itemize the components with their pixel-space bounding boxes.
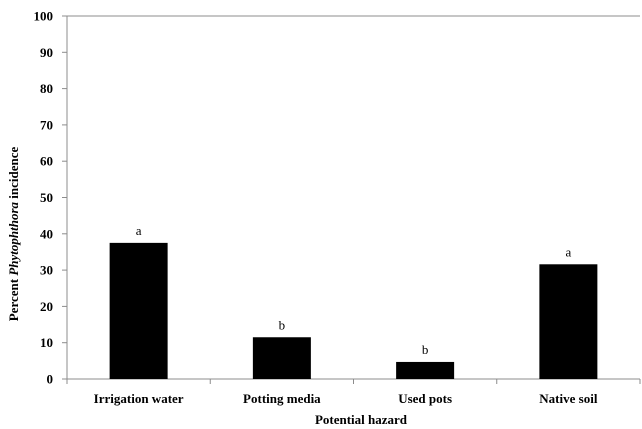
x-tick-label: Irrigation water [94, 391, 184, 406]
y-tick-label: 80 [40, 81, 53, 96]
x-axis-title: Potential hazard [315, 412, 408, 427]
y-tick-label: 90 [40, 45, 53, 60]
significance-letter: a [565, 244, 571, 259]
significance-letter: a [136, 223, 142, 238]
bar [396, 361, 455, 379]
y-tick-label: 20 [40, 299, 53, 314]
y-tick-label: 50 [40, 190, 53, 205]
y-tick-label: 30 [40, 263, 53, 278]
y-tick-label: 100 [34, 9, 54, 24]
y-axis-title: Percent Phytophthora incidence [6, 147, 21, 322]
bar [539, 264, 598, 379]
y-tick-label: 70 [40, 117, 53, 132]
y-tick-label: 10 [40, 335, 53, 350]
y-tick-label: 40 [40, 226, 53, 241]
significance-letter: b [422, 342, 429, 357]
x-tick-label: Potting media [243, 391, 321, 406]
y-tick-label: 0 [47, 372, 54, 387]
y-tick-label: 60 [40, 154, 53, 169]
y-axis-title-prefix: Percent [6, 276, 21, 322]
y-axis-title-italic: Phytophthora [6, 201, 21, 275]
plot-area: 0 10 20 30 40 50 60 70 80 90 100 Irrigation water a P… [34, 9, 641, 406]
y-axis-title-suffix: incidence [6, 147, 21, 202]
bar [109, 242, 168, 379]
significance-letter: b [279, 317, 286, 332]
bar [252, 337, 311, 379]
x-tick-label: Native soil [539, 391, 598, 406]
x-tick-label: Used pots [398, 391, 452, 406]
